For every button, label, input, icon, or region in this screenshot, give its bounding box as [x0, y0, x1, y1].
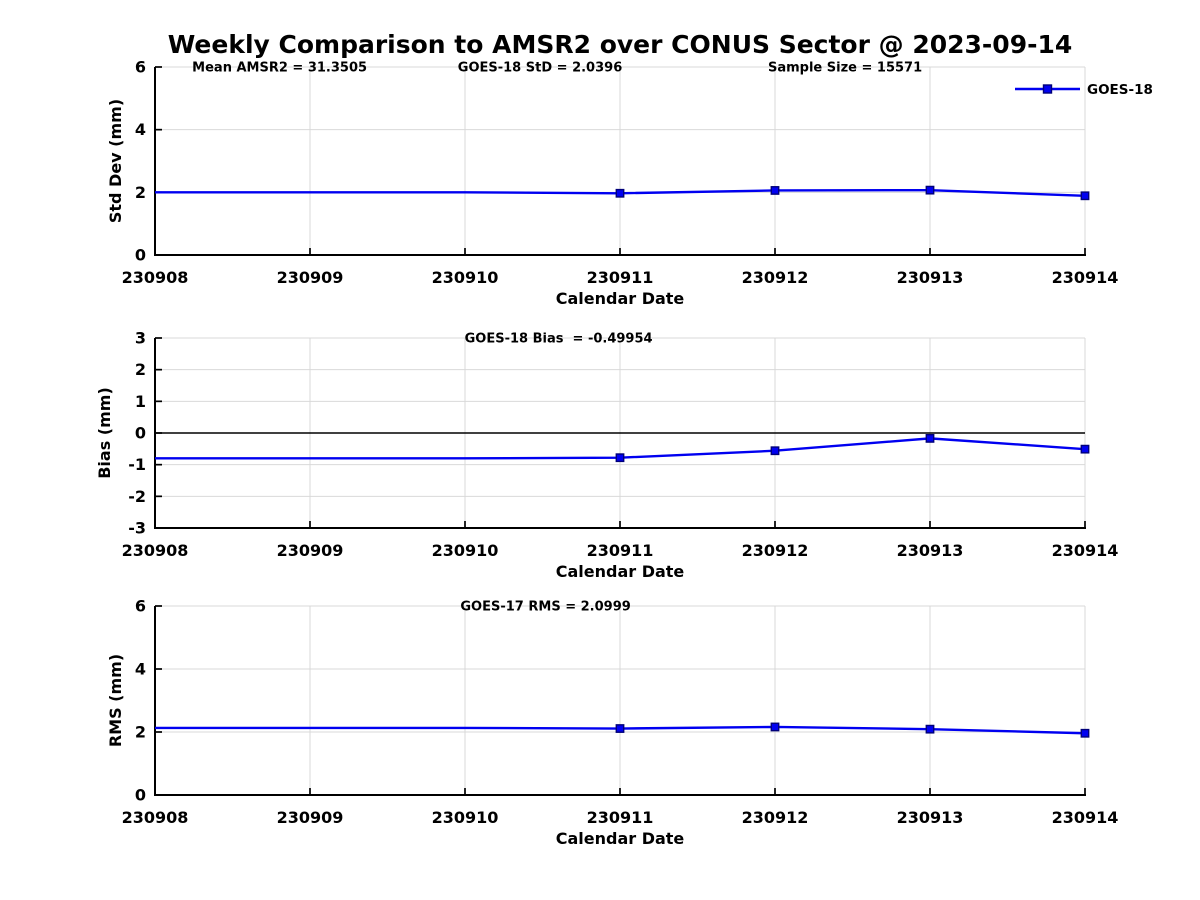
- y-tick-label: 4: [135, 660, 146, 679]
- x-axis-label: Calendar Date: [556, 829, 685, 848]
- y-tick-label: -1: [128, 455, 146, 474]
- x-tick-label: 230909: [277, 808, 344, 827]
- marker-square-icon: [770, 722, 780, 732]
- data-markers: [615, 433, 1090, 463]
- y-tick-label: -3: [128, 519, 146, 538]
- marker-square-icon: [615, 453, 625, 463]
- x-tick-label: 230912: [742, 808, 809, 827]
- marker-square-icon: [925, 185, 935, 195]
- y-tick-label: -2: [128, 487, 146, 506]
- annotation: Mean AMSR2 = 31.3505: [192, 61, 367, 76]
- rms-subplot: 0 2 4 6 230908 230909 230910 230911 230912 230913…: [106, 597, 1118, 849]
- y-tick-label: 6: [135, 597, 146, 616]
- x-tick-label: 230908: [122, 541, 189, 560]
- grid: [154, 66, 1086, 255]
- x-tick-label: 230909: [277, 541, 344, 560]
- x-tick-label: 230912: [742, 268, 809, 287]
- data-markers: [615, 722, 1090, 738]
- marker-square-icon: [1080, 191, 1090, 201]
- x-tick-label: 230913: [897, 541, 964, 560]
- legend: GOES-18: [1015, 82, 1153, 98]
- marker-square-icon: [925, 724, 935, 734]
- legend-marker-icon: [1042, 84, 1053, 94]
- x-tick-label: 230914: [1052, 541, 1119, 560]
- annotation: Sample Size = 15571: [768, 61, 922, 76]
- x-tick-label: 230908: [122, 808, 189, 827]
- x-tick-label: 230914: [1052, 808, 1119, 827]
- bias-subplot: -3 -2 -1 0 1 2 3 230908 230909 230910 230911 230912…: [95, 329, 1118, 582]
- x-tick-label: 230910: [432, 541, 499, 560]
- marker-square-icon: [925, 433, 935, 443]
- x-tick-label: 230913: [897, 808, 964, 827]
- annotation: GOES-18 StD = 2.0396: [458, 61, 622, 76]
- marker-square-icon: [1080, 444, 1090, 454]
- marker-square-icon: [615, 188, 625, 198]
- x-tick-label: 230909: [277, 268, 344, 287]
- y-tick-label: 6: [135, 58, 146, 77]
- y-tick-label: 2: [135, 360, 146, 379]
- x-tick-label: 230912: [742, 541, 809, 560]
- x-tick-label: 230911: [587, 541, 654, 560]
- data-markers: [615, 185, 1090, 201]
- y-axis-label: RMS (mm): [106, 654, 125, 747]
- grid: [154, 605, 1086, 795]
- marker-square-icon: [615, 724, 625, 733]
- figure-title: Weekly Comparison to AMSR2 over CONUS Se…: [167, 30, 1073, 59]
- x-tick-label: 230913: [897, 268, 964, 287]
- tick-marks: [154, 605, 1086, 796]
- y-tick-label: 0: [135, 246, 146, 265]
- stddev-subplot: 0 2 4 6 230908 230909 230910 230911 230912 230913…: [106, 58, 1153, 309]
- y-tick-label: 0: [135, 786, 146, 805]
- y-tick-label: 2: [135, 183, 146, 202]
- marker-square-icon: [770, 446, 780, 456]
- y-axis-label: Bias (mm): [95, 387, 114, 479]
- tick-marks: [154, 337, 1086, 529]
- y-tick-label: 2: [135, 723, 146, 742]
- x-tick-label: 230910: [432, 268, 499, 287]
- x-tick-label: 230911: [587, 268, 654, 287]
- x-tick-label: 230914: [1052, 268, 1119, 287]
- y-tick-label: 1: [135, 392, 146, 411]
- y-tick-label: 4: [135, 120, 146, 139]
- x-axis-label: Calendar Date: [556, 562, 685, 581]
- x-axis-label: Calendar Date: [556, 289, 685, 308]
- x-tick-label: 230908: [122, 268, 189, 287]
- marker-square-icon: [770, 186, 780, 195]
- annotation: GOES-18 Bias = -0.49954: [465, 332, 653, 347]
- y-tick-label: 0: [135, 424, 146, 443]
- x-tick-label: 230911: [587, 808, 654, 827]
- legend-label: GOES-18: [1087, 82, 1153, 98]
- y-axis-label: Std Dev (mm): [106, 99, 125, 223]
- x-tick-label: 230910: [432, 808, 499, 827]
- y-tick-label: 3: [135, 329, 146, 348]
- marker-square-icon: [1080, 728, 1090, 738]
- annotation: GOES-17 RMS = 2.0999: [460, 600, 630, 615]
